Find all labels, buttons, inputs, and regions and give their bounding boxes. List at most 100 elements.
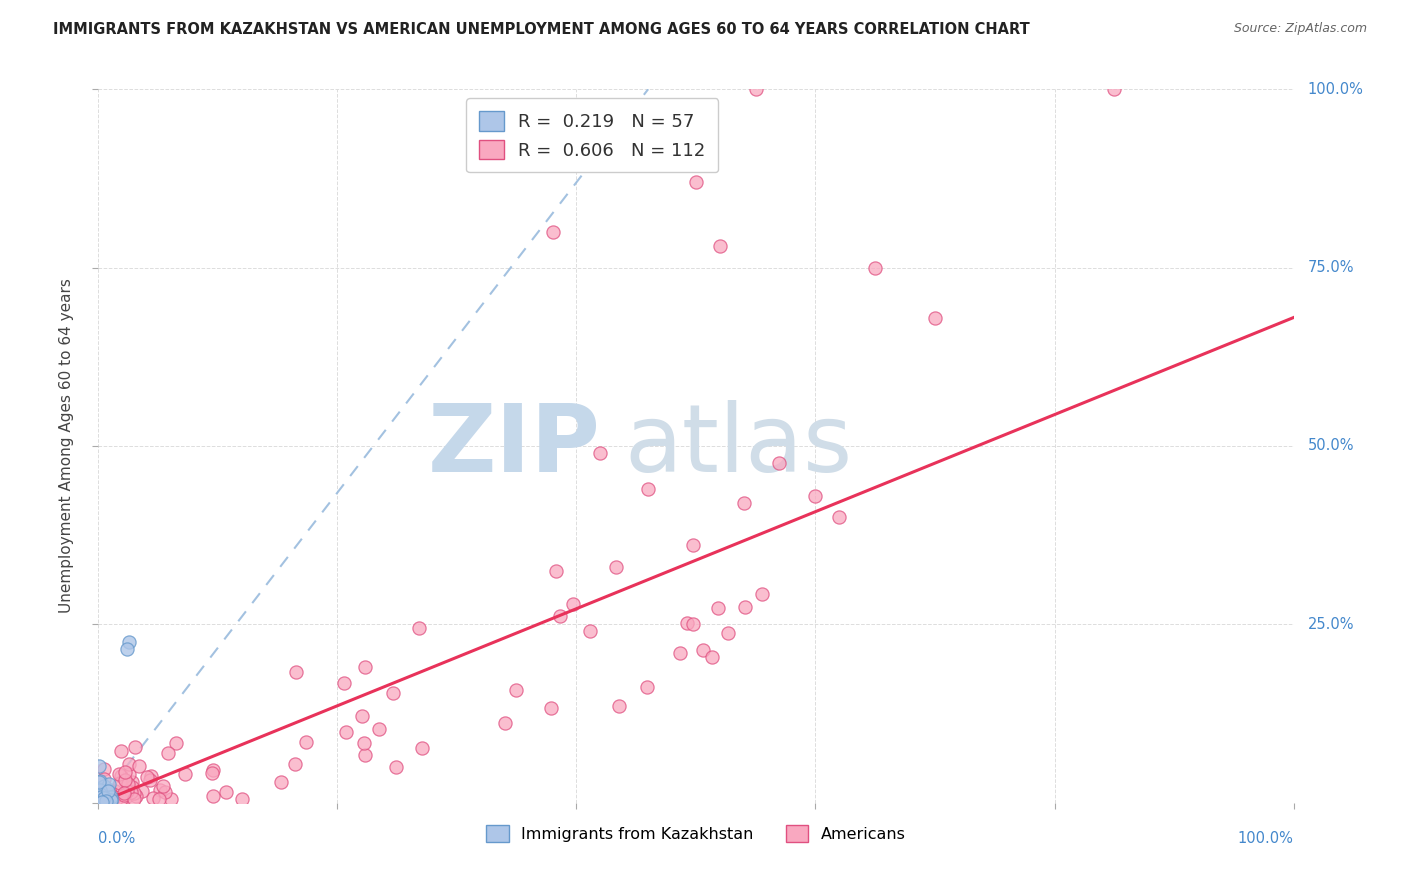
Point bbox=[117, 784, 139, 798]
Point bbox=[112, 788, 135, 802]
Point bbox=[270, 774, 292, 789]
Point bbox=[112, 786, 135, 800]
Point bbox=[637, 482, 659, 496]
Point bbox=[865, 260, 887, 275]
Point bbox=[87, 789, 110, 803]
Point bbox=[135, 770, 157, 784]
Point bbox=[128, 758, 150, 772]
Point bbox=[141, 769, 163, 783]
Point bbox=[89, 787, 111, 801]
Point bbox=[90, 789, 112, 804]
Point bbox=[1104, 82, 1126, 96]
Point bbox=[103, 789, 125, 804]
Point bbox=[352, 709, 374, 723]
Point bbox=[90, 792, 112, 806]
Point bbox=[90, 792, 112, 806]
Point bbox=[540, 700, 562, 714]
Point bbox=[709, 239, 731, 253]
Text: ZIP: ZIP bbox=[427, 400, 600, 492]
Text: IMMIGRANTS FROM KAZAKHSTAN VS AMERICAN UNEMPLOYMENT AMONG AGES 60 TO 64 YEARS CO: IMMIGRANTS FROM KAZAKHSTAN VS AMERICAN U… bbox=[53, 22, 1031, 37]
Y-axis label: Unemployment Among Ages 60 to 64 years: Unemployment Among Ages 60 to 64 years bbox=[59, 278, 75, 614]
Point bbox=[90, 792, 112, 806]
Point bbox=[93, 795, 115, 809]
Text: 25.0%: 25.0% bbox=[1308, 617, 1354, 632]
Point bbox=[676, 616, 699, 631]
Point bbox=[93, 762, 115, 776]
Point bbox=[91, 794, 114, 808]
Point bbox=[120, 785, 142, 799]
Point bbox=[159, 792, 181, 806]
Point bbox=[87, 783, 110, 797]
Point bbox=[100, 793, 122, 807]
Text: 50.0%: 50.0% bbox=[1308, 439, 1354, 453]
Point bbox=[110, 792, 132, 806]
Point bbox=[104, 784, 127, 798]
Point bbox=[368, 723, 391, 737]
Point bbox=[149, 782, 172, 797]
Point bbox=[89, 775, 111, 789]
Point bbox=[734, 600, 756, 615]
Point bbox=[125, 789, 148, 803]
Point bbox=[685, 175, 707, 189]
Point bbox=[733, 496, 755, 510]
Point bbox=[90, 795, 112, 809]
Point bbox=[579, 624, 602, 638]
Point bbox=[98, 782, 121, 797]
Point bbox=[91, 796, 114, 810]
Point bbox=[131, 784, 153, 798]
Point bbox=[97, 783, 120, 797]
Point bbox=[142, 791, 165, 805]
Point bbox=[122, 786, 145, 800]
Point bbox=[117, 767, 139, 781]
Point bbox=[544, 564, 567, 578]
Point bbox=[284, 665, 307, 679]
Point bbox=[89, 774, 111, 789]
Point bbox=[174, 767, 197, 781]
Point bbox=[89, 781, 111, 796]
Point bbox=[87, 783, 110, 797]
Point bbox=[93, 772, 115, 786]
Point bbox=[89, 758, 111, 772]
Point bbox=[165, 736, 187, 750]
Point bbox=[636, 680, 658, 694]
Point bbox=[668, 646, 690, 660]
Point bbox=[90, 796, 112, 810]
Point bbox=[124, 740, 146, 755]
Point bbox=[115, 789, 138, 804]
Point bbox=[122, 792, 145, 806]
Point bbox=[91, 789, 114, 803]
Point bbox=[90, 795, 112, 809]
Point bbox=[353, 748, 375, 763]
Point bbox=[202, 763, 225, 777]
Point bbox=[93, 792, 115, 806]
Point bbox=[201, 765, 224, 780]
Point bbox=[108, 767, 131, 781]
Point bbox=[828, 510, 851, 524]
Point bbox=[110, 769, 132, 783]
Point bbox=[100, 790, 122, 805]
Point bbox=[121, 775, 143, 789]
Point bbox=[98, 795, 121, 809]
Point bbox=[87, 791, 110, 805]
Point bbox=[89, 783, 111, 797]
Point bbox=[505, 683, 527, 698]
Point bbox=[353, 660, 375, 674]
Point bbox=[114, 772, 136, 787]
Point bbox=[215, 785, 238, 799]
Text: 75.0%: 75.0% bbox=[1308, 260, 1354, 275]
Point bbox=[98, 792, 121, 806]
Point bbox=[94, 780, 117, 795]
Point bbox=[494, 716, 516, 731]
Point bbox=[562, 598, 585, 612]
Point bbox=[94, 792, 117, 806]
Text: Source: ZipAtlas.com: Source: ZipAtlas.com bbox=[1233, 22, 1367, 36]
Point bbox=[89, 788, 111, 802]
Point bbox=[121, 780, 143, 794]
Point bbox=[105, 792, 128, 806]
Point bbox=[768, 456, 790, 470]
Point bbox=[89, 792, 111, 806]
Point bbox=[96, 796, 118, 810]
Point bbox=[87, 792, 110, 806]
Point bbox=[700, 649, 723, 664]
Point bbox=[541, 225, 564, 239]
